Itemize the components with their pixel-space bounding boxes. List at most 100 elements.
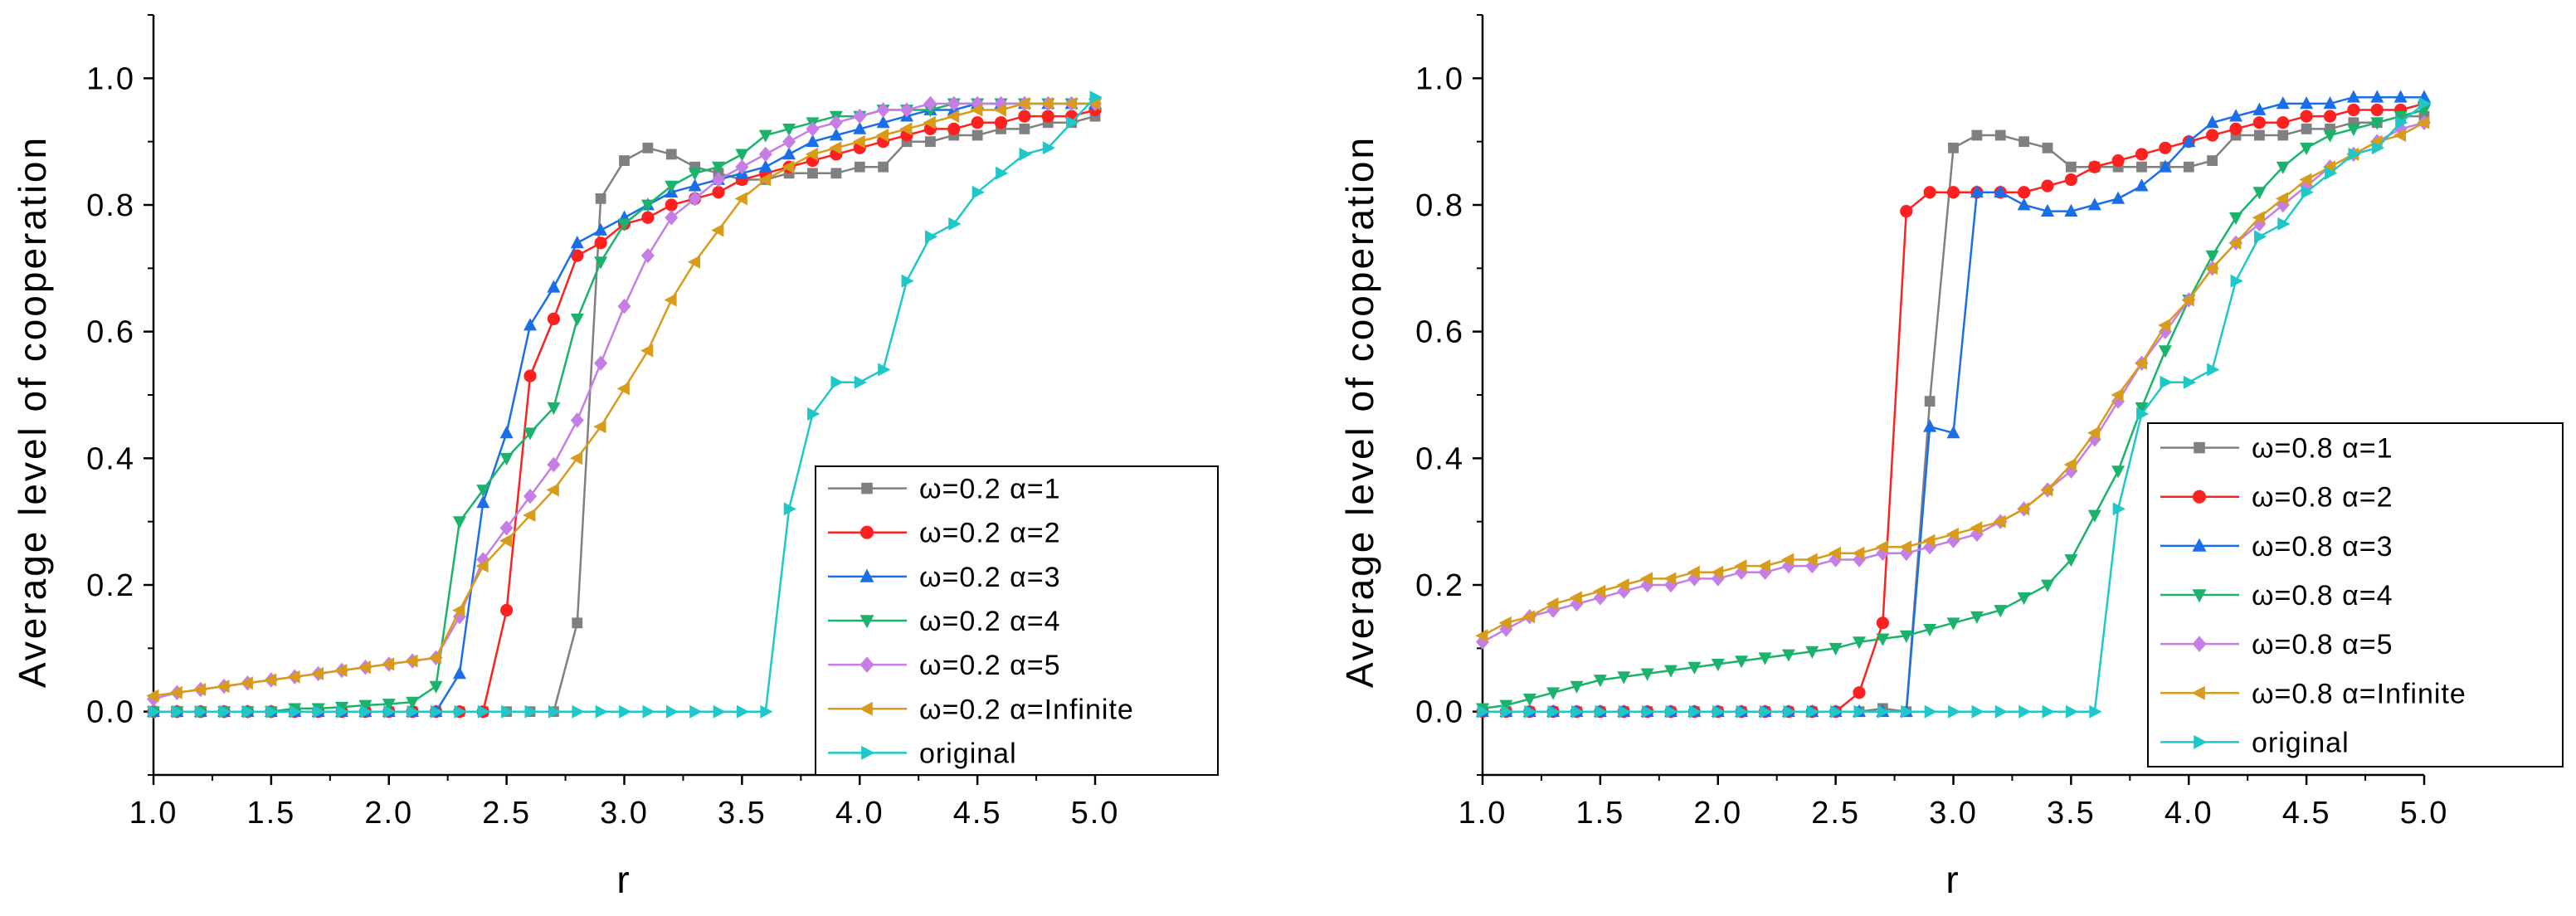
- data-point: [313, 704, 326, 719]
- data-point: [570, 412, 584, 428]
- data-point: [1066, 115, 1079, 129]
- data-point: [2111, 388, 2124, 402]
- legend-marker: [2192, 589, 2207, 603]
- x-tick-label: 2.0: [1693, 796, 1742, 831]
- data-point: [452, 666, 466, 680]
- data-point: [547, 402, 561, 416]
- legend-marker: [859, 615, 874, 629]
- data-point: [570, 236, 584, 249]
- data-point: [688, 178, 702, 192]
- data-point: [734, 192, 747, 206]
- data-point: [665, 704, 679, 719]
- data-point: [452, 516, 466, 529]
- data-point: [2064, 173, 2077, 187]
- data-point: [2087, 426, 2101, 440]
- y-axis-title: Average level of cooperation: [1338, 135, 1381, 688]
- data-point: [501, 704, 514, 719]
- data-point: [664, 293, 677, 307]
- data-point: [547, 456, 561, 473]
- data-point: [806, 134, 820, 148]
- data-point: [616, 382, 630, 396]
- data-point: [971, 129, 983, 141]
- data-point: [476, 485, 490, 498]
- data-point: [2159, 141, 2172, 154]
- data-point: [1994, 129, 2006, 141]
- data-point: [642, 142, 654, 153]
- data-point: [1064, 96, 1077, 110]
- data-point: [712, 161, 725, 174]
- data-point: [289, 704, 303, 719]
- data-point: [1760, 704, 1773, 719]
- data-point: [1946, 617, 1960, 631]
- data-point: [782, 134, 796, 149]
- data-point: [1970, 526, 1984, 543]
- data-point: [2205, 250, 2219, 263]
- data-point: [876, 102, 890, 118]
- data-point: [1041, 110, 1054, 123]
- data-point: [1970, 611, 1984, 624]
- x-tick-label: 1.0: [129, 796, 178, 831]
- y-tick-label: 0.6: [86, 315, 135, 350]
- data-point: [2066, 704, 2079, 719]
- data-point: [2228, 236, 2242, 250]
- data-point: [2276, 161, 2290, 174]
- data-point: [358, 699, 373, 713]
- data-point: [1042, 141, 1055, 155]
- data-point: [829, 114, 843, 130]
- data-point: [1923, 419, 1937, 432]
- data-point: [1898, 540, 1912, 554]
- data-point: [1781, 649, 1795, 662]
- x-tick-label: 1.0: [1458, 796, 1507, 831]
- data-point: [2088, 160, 2101, 173]
- data-point: [499, 534, 512, 548]
- x-tick-label: 2.5: [1811, 796, 1860, 831]
- data-point: [1618, 704, 1631, 719]
- data-point: [713, 704, 726, 719]
- data-point: [1899, 545, 1913, 561]
- x-tick-label: 4.5: [2282, 796, 2331, 831]
- data-point: [830, 168, 842, 179]
- y-tick-label: 0.2: [1415, 568, 1464, 603]
- data-point: [640, 199, 655, 212]
- data-point: [2205, 115, 2219, 129]
- data-point: [1640, 668, 1654, 681]
- x-tick-label: 1.5: [246, 796, 295, 831]
- data-point: [1522, 610, 1536, 624]
- legend-label: ω=0.8 α=3: [2252, 531, 2393, 563]
- data-point: [195, 704, 208, 719]
- data-point: [264, 673, 277, 687]
- data-point: [1711, 659, 1725, 672]
- data-point: [1758, 652, 1772, 665]
- data-point: [1922, 534, 1936, 548]
- data-point: [2299, 173, 2312, 187]
- data-point: [2134, 356, 2147, 370]
- data-point: [1547, 704, 1561, 719]
- data-point: [593, 420, 606, 434]
- data-point: [547, 312, 560, 325]
- data-point: [1642, 704, 1655, 719]
- data-point: [665, 198, 678, 212]
- data-point: [1970, 184, 1984, 198]
- data-point: [571, 249, 584, 262]
- data-point: [1477, 704, 1490, 719]
- x-axis-title: r: [616, 858, 631, 901]
- data-point: [1877, 704, 1891, 719]
- data-point: [2207, 155, 2218, 166]
- legend-marker: [859, 701, 873, 716]
- data-point: [758, 146, 772, 163]
- data-point: [1498, 616, 1512, 630]
- data-point: [2323, 96, 2337, 110]
- data-point: [876, 115, 890, 129]
- data-point: [477, 704, 490, 719]
- data-point: [500, 603, 514, 617]
- data-point: [594, 355, 608, 371]
- data-point: [431, 704, 444, 719]
- data-point: [2042, 142, 2053, 153]
- data-point: [1993, 514, 2006, 529]
- data-point: [524, 704, 538, 719]
- y-tick-label: 0.4: [1415, 441, 1464, 476]
- data-point: [1687, 661, 1702, 675]
- x-tick-label: 5.0: [2400, 796, 2449, 831]
- y-tick-label: 1.0: [86, 61, 135, 96]
- data-point: [947, 122, 961, 135]
